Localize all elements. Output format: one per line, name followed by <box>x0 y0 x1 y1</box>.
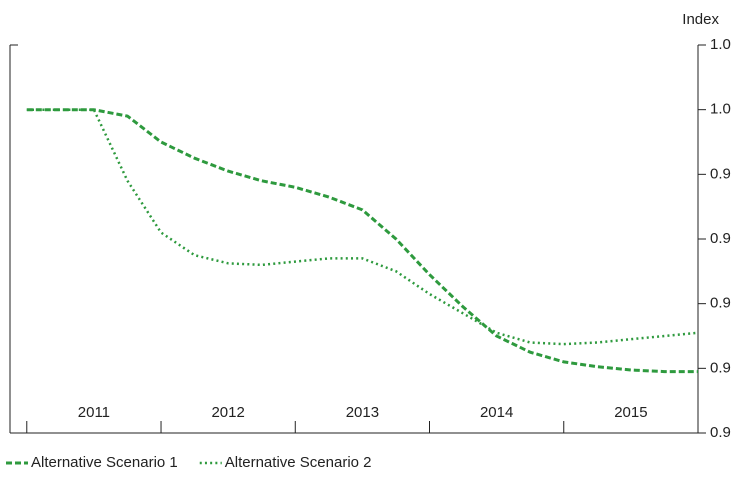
x-tick-label: 2014 <box>480 404 513 421</box>
x-tick-label: 2011 <box>78 404 110 421</box>
y-tick-label: 0.92 <box>710 359 731 376</box>
x-tick-label: 2012 <box>211 404 244 421</box>
series-line <box>26 108 699 346</box>
legend-label: Alternative Scenario 1 <box>31 454 178 471</box>
y-tick-label: 1.02 <box>710 36 731 53</box>
y-axis-label: Index <box>682 11 719 28</box>
y-tick-label: 0.96 <box>710 230 731 247</box>
y-tick-label: 0.94 <box>710 295 731 312</box>
series-line <box>26 108 698 374</box>
y-tick-label: 0.98 <box>710 165 731 182</box>
y-tick-label: 0.90 <box>710 424 731 441</box>
x-tick-label: 2013 <box>346 404 379 421</box>
x-tick-label: 2015 <box>614 404 647 421</box>
legend-label: Alternative Scenario 2 <box>225 454 372 471</box>
y-tick-label: 1.00 <box>710 101 731 118</box>
